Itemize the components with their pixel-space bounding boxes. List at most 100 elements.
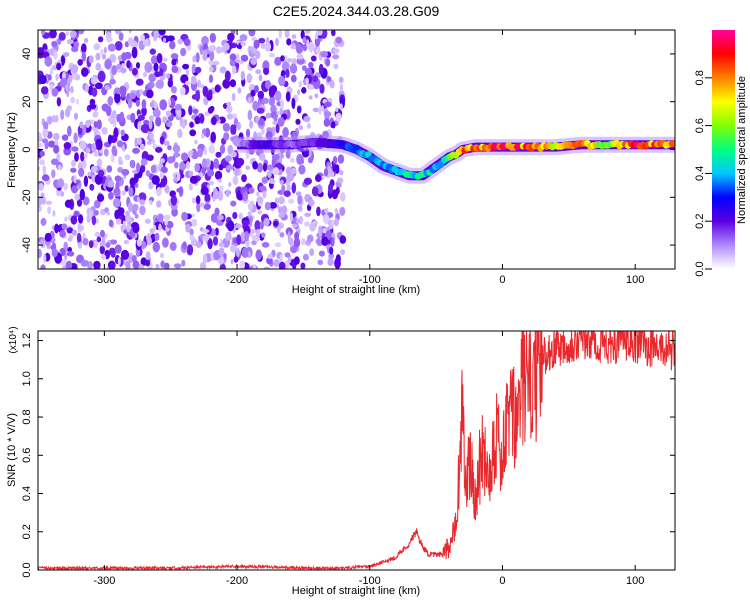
noise-cell: [252, 263, 257, 269]
noise-cell: [241, 220, 250, 226]
noise-cell: [50, 66, 53, 76]
noise-cell: [191, 63, 196, 74]
noise-cell: [166, 220, 174, 229]
noise-cell: [132, 260, 140, 269]
noise-cell: [311, 186, 319, 197]
noise-cell: [40, 217, 47, 226]
noise-cell: [38, 200, 41, 208]
colorbar-tick-label: 0.8: [694, 70, 706, 85]
noise-cell: [163, 262, 170, 269]
noise-cell: [288, 198, 295, 204]
noise-cell: [333, 48, 340, 54]
noise-cell: [91, 87, 98, 97]
noise-cell: [274, 56, 282, 66]
noise-cell: [142, 39, 150, 47]
noise-cell: [144, 61, 153, 73]
noise-cell: [310, 55, 317, 62]
noise-cell: [337, 177, 344, 184]
noise-cell: [226, 113, 234, 120]
noise-cell: [136, 162, 141, 173]
noise-cell: [97, 193, 105, 202]
noise-cell: [122, 220, 126, 226]
noise-cell: [317, 259, 324, 265]
noise-cell: [208, 66, 214, 72]
noise-cell: [327, 257, 334, 267]
noise-cell: [115, 218, 122, 225]
spectrogram-x-label: Height of straight line (km): [292, 284, 420, 296]
noise-cell: [118, 32, 124, 41]
noise-cell: [218, 178, 222, 183]
noise-cell: [65, 260, 73, 269]
noise-cell: [39, 74, 47, 85]
colorbar-tick-label: 0.6: [694, 118, 706, 133]
noise-cell: [120, 67, 127, 74]
noise-cell: [41, 174, 50, 182]
noise-cell: [140, 158, 148, 166]
noise-cell: [75, 179, 80, 185]
noise-cell: [73, 132, 78, 144]
x-tick-label: 100: [626, 575, 644, 587]
noise-cell: [154, 232, 160, 241]
noise-cell: [167, 156, 175, 164]
noise-cell: [83, 38, 89, 43]
noise-cell: [293, 237, 301, 248]
noise-cell: [308, 95, 313, 100]
noise-cell: [231, 92, 236, 102]
noise-cell: [95, 138, 103, 151]
noise-cell: [189, 228, 194, 236]
y-tick-label: 1.0: [21, 371, 33, 386]
y-tick-label: 40: [21, 48, 33, 60]
noise-cell: [114, 92, 121, 104]
noise-cell: [79, 188, 86, 201]
noise-cell: [291, 34, 297, 39]
noise-cell: [80, 259, 89, 267]
noise-cell: [51, 65, 58, 71]
noise-cell: [159, 171, 164, 179]
noise-cell: [199, 202, 205, 208]
noise-cell: [191, 197, 196, 204]
noise-cell: [298, 164, 306, 175]
noise-cell: [156, 79, 164, 89]
noise-cell: [219, 185, 224, 191]
noise-cell: [153, 224, 157, 232]
noise-cell: [109, 53, 117, 63]
noise-cell: [239, 34, 248, 42]
noise-cell: [114, 175, 122, 182]
noise-cell: [340, 192, 346, 202]
noise-cell: [65, 83, 69, 92]
noise-cell: [44, 56, 53, 67]
noise-cell: [159, 136, 165, 145]
noise-cell: [201, 133, 205, 139]
noise-cell: [332, 54, 340, 60]
noise-cell: [82, 196, 90, 206]
noise-cell: [151, 175, 160, 185]
noise-cell: [339, 170, 344, 176]
noise-cell: [96, 119, 102, 130]
noise-cell: [195, 195, 201, 205]
noise-cell: [66, 39, 74, 45]
noise-cell: [335, 254, 341, 264]
noise-cell: [296, 105, 302, 114]
noise-cell: [238, 212, 243, 220]
noise-cell: [289, 212, 293, 222]
noise-cell: [102, 53, 106, 60]
noise-cell: [262, 97, 270, 104]
noise-cell: [204, 193, 211, 202]
noise-cell: [240, 70, 245, 81]
noise-cell: [192, 55, 197, 63]
snr-x-axis: -300 -200 -100 0 100: [93, 331, 644, 587]
noise-cell: [111, 145, 117, 156]
noise-cell: [155, 31, 159, 39]
noise-cell: [53, 144, 60, 154]
noise-cell: [170, 86, 177, 94]
noise-cell: [278, 207, 282, 214]
noise-cell: [335, 36, 343, 44]
noise-cell: [180, 152, 189, 162]
noise-cell: [149, 200, 153, 205]
noise-cell: [244, 231, 250, 242]
noise-cell: [130, 112, 136, 123]
noise-cell: [139, 199, 146, 205]
noise-cell: [71, 185, 78, 194]
noise-cell: [90, 76, 98, 85]
